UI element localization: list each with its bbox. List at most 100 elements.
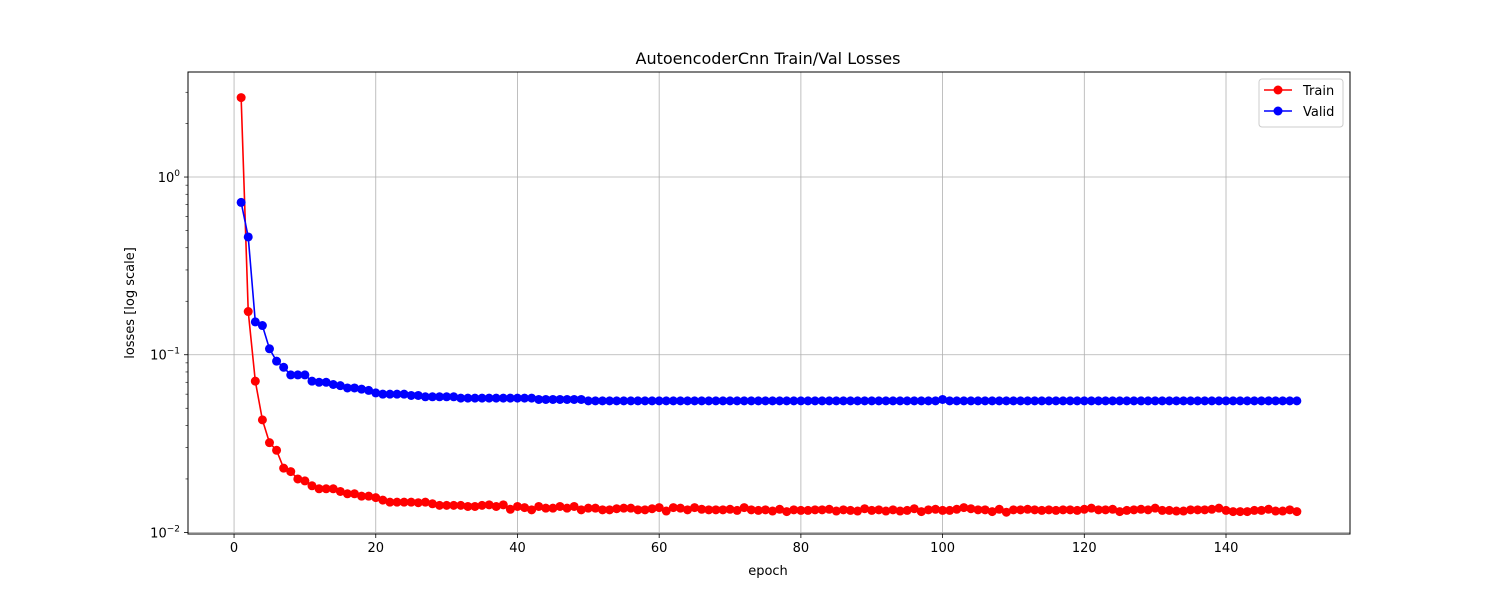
data-point bbox=[732, 505, 742, 515]
data-point bbox=[966, 396, 976, 406]
data-point bbox=[399, 497, 409, 507]
data-point bbox=[654, 396, 664, 406]
data-point bbox=[1101, 505, 1111, 515]
data-point bbox=[427, 392, 437, 402]
data-point bbox=[264, 438, 274, 448]
data-point bbox=[1164, 505, 1174, 515]
data-point bbox=[371, 493, 381, 503]
data-point bbox=[838, 505, 848, 515]
data-point bbox=[867, 396, 877, 406]
data-point bbox=[1030, 396, 1040, 406]
data-point bbox=[810, 396, 820, 406]
data-point bbox=[739, 503, 749, 513]
data-point bbox=[1065, 505, 1075, 515]
data-point bbox=[392, 497, 402, 507]
data-point bbox=[449, 392, 459, 402]
data-point bbox=[569, 394, 579, 404]
data-point bbox=[987, 507, 997, 517]
data-point bbox=[796, 396, 806, 406]
data-point bbox=[1228, 507, 1238, 517]
data-point bbox=[782, 507, 792, 517]
data-point bbox=[534, 501, 544, 511]
data-point bbox=[697, 396, 707, 406]
y-tick-label: 10−2 bbox=[150, 524, 180, 541]
data-point bbox=[321, 377, 331, 387]
data-point bbox=[1242, 396, 1252, 406]
data-point bbox=[583, 503, 593, 513]
data-point bbox=[966, 504, 976, 514]
data-point bbox=[548, 503, 558, 513]
data-point bbox=[1079, 504, 1089, 514]
data-point bbox=[371, 388, 381, 398]
y-axis-ticks: 10−2 10−1 100 bbox=[150, 91, 188, 541]
data-point bbox=[392, 389, 402, 399]
data-point bbox=[314, 484, 324, 494]
data-point bbox=[867, 505, 877, 515]
data-point bbox=[484, 500, 494, 510]
data-point bbox=[293, 370, 303, 380]
data-point bbox=[845, 505, 855, 515]
data-point bbox=[881, 396, 891, 406]
data-point bbox=[952, 504, 962, 514]
data-point bbox=[1235, 396, 1245, 406]
plot-frame bbox=[187, 71, 1351, 535]
data-point bbox=[413, 498, 423, 508]
data-point bbox=[300, 476, 310, 486]
data-point bbox=[909, 396, 919, 406]
data-point bbox=[1264, 504, 1274, 514]
data-point bbox=[534, 394, 544, 404]
data-point bbox=[491, 393, 501, 403]
data-point bbox=[1271, 396, 1281, 406]
data-point bbox=[1221, 396, 1231, 406]
data-point bbox=[718, 505, 728, 515]
data-point bbox=[335, 486, 345, 496]
data-point bbox=[789, 505, 799, 515]
data-point bbox=[527, 505, 537, 515]
data-point bbox=[938, 505, 948, 515]
x-tick-label: 40 bbox=[509, 541, 526, 556]
data-point bbox=[732, 396, 742, 406]
data-point bbox=[342, 383, 352, 393]
data-point bbox=[562, 503, 572, 513]
data-point bbox=[959, 396, 969, 406]
data-point bbox=[1136, 396, 1146, 406]
data-point bbox=[427, 499, 437, 509]
data-point bbox=[314, 377, 324, 387]
data-point bbox=[1093, 396, 1103, 406]
data-point bbox=[435, 392, 445, 402]
data-point bbox=[1023, 504, 1033, 514]
data-point bbox=[569, 501, 579, 511]
data-point bbox=[860, 396, 870, 406]
x-axis-label: epoch bbox=[748, 564, 788, 579]
data-point bbox=[704, 396, 714, 406]
data-point bbox=[1093, 505, 1103, 515]
data-point bbox=[286, 467, 296, 477]
data-point bbox=[1101, 396, 1111, 406]
data-point bbox=[1207, 504, 1217, 514]
data-point bbox=[293, 474, 303, 484]
data-point bbox=[824, 504, 834, 514]
data-point bbox=[605, 396, 615, 406]
data-point bbox=[725, 504, 735, 514]
data-point bbox=[1143, 396, 1153, 406]
data-point bbox=[576, 505, 586, 515]
data-point bbox=[300, 370, 310, 380]
data-point bbox=[994, 504, 1004, 514]
data-point bbox=[243, 232, 253, 242]
data-point bbox=[1178, 396, 1188, 406]
data-point bbox=[1001, 507, 1011, 517]
data-point bbox=[782, 396, 792, 406]
data-point bbox=[470, 393, 480, 403]
series-layer bbox=[236, 93, 1302, 517]
data-point bbox=[874, 505, 884, 515]
grid bbox=[188, 72, 1350, 534]
data-point bbox=[775, 504, 785, 514]
data-point bbox=[945, 505, 955, 515]
data-point bbox=[725, 396, 735, 406]
x-tick-label: 100 bbox=[930, 541, 955, 556]
data-point bbox=[909, 504, 919, 514]
data-point bbox=[838, 396, 848, 406]
data-point bbox=[1079, 396, 1089, 406]
data-point bbox=[257, 321, 267, 331]
data-point bbox=[824, 396, 834, 406]
